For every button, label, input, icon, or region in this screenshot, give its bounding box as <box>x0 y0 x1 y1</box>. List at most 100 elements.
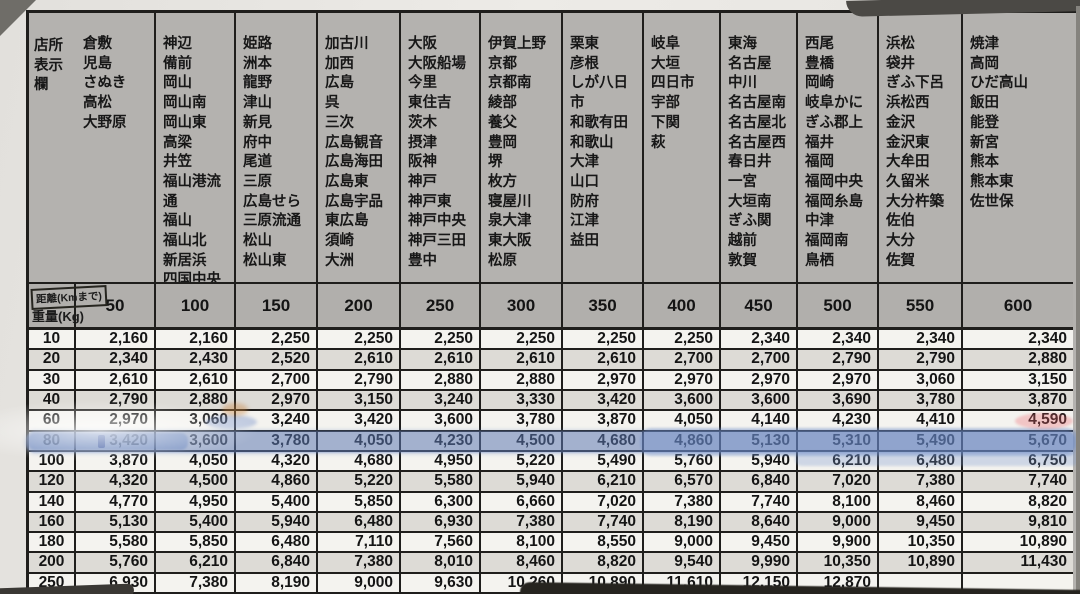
rate-cell: 5,940 <box>481 472 563 493</box>
distance-value: 350 <box>563 284 644 330</box>
rate-cell: 3,240 <box>401 390 481 412</box>
rate-cell: 5,850 <box>156 533 236 554</box>
rate-table: 店所 表示欄 倉敷 児島 さぬき 高松 大野原 神辺 備前 岡山 岡山南 岡山東 高… <box>26 10 1080 594</box>
rate-cell: 5,760 <box>76 553 156 574</box>
rate-cell: 4,770 <box>76 492 156 513</box>
rate-cell: 12,150 <box>721 573 798 594</box>
rate-cell: 5,490 <box>879 431 963 452</box>
rate-cell: 2,610 <box>156 370 236 391</box>
city-column-header: 栗東 彦根 しが八日市 和歌有田 和歌山 大津 山口 防府 江津 益田 <box>563 13 644 284</box>
rate-cell: 2,250 <box>401 330 481 351</box>
rate-cell: 12,870 <box>798 573 879 594</box>
city-column-header: 倉敷 児島 さぬき 高松 大野原 <box>76 13 156 284</box>
rate-cell: 2,700 <box>644 350 721 371</box>
rate-cell: 5,400 <box>236 492 318 513</box>
distance-value: 150 <box>236 284 318 330</box>
rate-cell: 9,540 <box>644 553 721 574</box>
rate-cell: 3,420 <box>76 431 156 452</box>
rate-cell: 3,870 <box>76 451 156 473</box>
rate-cell: 4,230 <box>401 431 481 452</box>
distance-value: 50 <box>76 284 156 330</box>
rate-cell: 6,480 <box>318 512 401 534</box>
rate-cell: 8,820 <box>563 553 644 574</box>
rate-cell: 6,480 <box>879 451 963 473</box>
rate-cell: 4,410 <box>879 411 963 432</box>
city-column-header: 伊賀上野 京都 京都南 綾部 養父 豊岡 堺 枚方 寝屋川 泉大津 東大阪 松原 <box>481 13 563 284</box>
weight-value: 140 <box>29 492 76 513</box>
weight-value: 120 <box>29 472 76 493</box>
distance-value: 550 <box>879 284 963 330</box>
weight-value: 10 <box>29 330 76 351</box>
rate-cell: 3,600 <box>721 390 798 412</box>
rate-cell: 9,450 <box>879 512 963 534</box>
rate-cell: 2,160 <box>156 330 236 351</box>
rate-cell: 6,210 <box>798 451 879 473</box>
rate-cell: 2,880 <box>481 370 563 391</box>
weight-value: 180 <box>29 533 76 554</box>
rate-cell: 2,610 <box>563 350 644 371</box>
rate-cell: 7,380 <box>156 573 236 594</box>
rate-cell: 8,640 <box>721 512 798 534</box>
distance-value: 100 <box>156 284 236 330</box>
rate-cell: 8,460 <box>879 492 963 513</box>
rate-cell: 2,700 <box>721 350 798 371</box>
rate-cell: 4,050 <box>318 431 401 452</box>
rate-cell: 7,380 <box>879 472 963 493</box>
rate-cell: 10,260 <box>481 573 563 594</box>
rate-cell: 3,780 <box>481 411 563 432</box>
rate-cell: 2,610 <box>318 350 401 371</box>
rate-cell: 3,060 <box>156 411 236 432</box>
rate-cell: 4,050 <box>156 451 236 473</box>
city-column-header: 浜松 袋井 ぎふ下呂 浜松西 金沢 金沢東 大牟田 久留米 大分杵築 佐伯 大分… <box>879 13 963 284</box>
rate-cell: 9,630 <box>401 573 481 594</box>
rate-cell: 2,880 <box>401 370 481 391</box>
rate-cell: 2,340 <box>963 330 1073 351</box>
weight-value: 20 <box>29 350 76 371</box>
rate-cell: 9,000 <box>644 533 721 554</box>
distance-value: 450 <box>721 284 798 330</box>
rate-cell: 2,790 <box>76 390 156 412</box>
distance-value: 400 <box>644 284 721 330</box>
rate-cell: 6,570 <box>644 472 721 493</box>
rate-cell: 4,320 <box>236 451 318 473</box>
rate-cell: 10,350 <box>879 533 963 554</box>
weight-value: 160 <box>29 512 76 534</box>
rate-cell: 3,870 <box>963 390 1073 412</box>
rate-cell: 9,810 <box>963 512 1073 534</box>
rate-cell: 3,690 <box>798 390 879 412</box>
distance-value: 600 <box>963 284 1073 330</box>
rate-cell: 8,010 <box>401 553 481 574</box>
weight-value: 250 <box>29 573 76 594</box>
rate-cell: 4,590 <box>963 411 1073 432</box>
rate-cell: 9,000 <box>318 573 401 594</box>
rate-cell: 7,560 <box>401 533 481 554</box>
rate-cell: 8,460 <box>481 553 563 574</box>
distance-value: 200 <box>318 284 401 330</box>
rate-cell: 2,250 <box>236 330 318 351</box>
rate-cell: 10,890 <box>879 553 963 574</box>
weight-value: 80 <box>29 431 76 452</box>
weight-value: 100 <box>29 451 76 473</box>
rate-cell: 7,020 <box>563 492 644 513</box>
city-column-header: 東海 名古屋 中川 名古屋南 名古屋北 名古屋西 春日井 一宮 大垣南 ぎふ関 … <box>721 13 798 284</box>
rate-cell: 5,310 <box>798 431 879 452</box>
rate-cell: 7,740 <box>963 472 1073 493</box>
rate-cell <box>879 573 963 594</box>
rate-cell: 4,320 <box>76 472 156 493</box>
rate-cell: 5,130 <box>76 512 156 534</box>
rate-cell: 5,580 <box>401 472 481 493</box>
rate-cell: 3,780 <box>879 390 963 412</box>
station-label: 店所 表示欄 <box>29 13 76 284</box>
rate-cell: 2,610 <box>481 350 563 371</box>
rate-cell: 8,190 <box>644 512 721 534</box>
rate-cell: 11,610 <box>644 573 721 594</box>
rate-cell: 2,340 <box>721 330 798 351</box>
city-column-header: 焼津 高岡 ひだ高山 飯田 能登 新宮 熊本 熊本東 佐世保 <box>963 13 1073 284</box>
rate-cell: 3,870 <box>563 411 644 432</box>
rate-cell: 3,600 <box>644 390 721 412</box>
rate-cell: 2,790 <box>879 350 963 371</box>
rate-cell: 5,130 <box>721 431 798 452</box>
rate-cell: 4,860 <box>644 431 721 452</box>
rate-cell: 6,930 <box>401 512 481 534</box>
